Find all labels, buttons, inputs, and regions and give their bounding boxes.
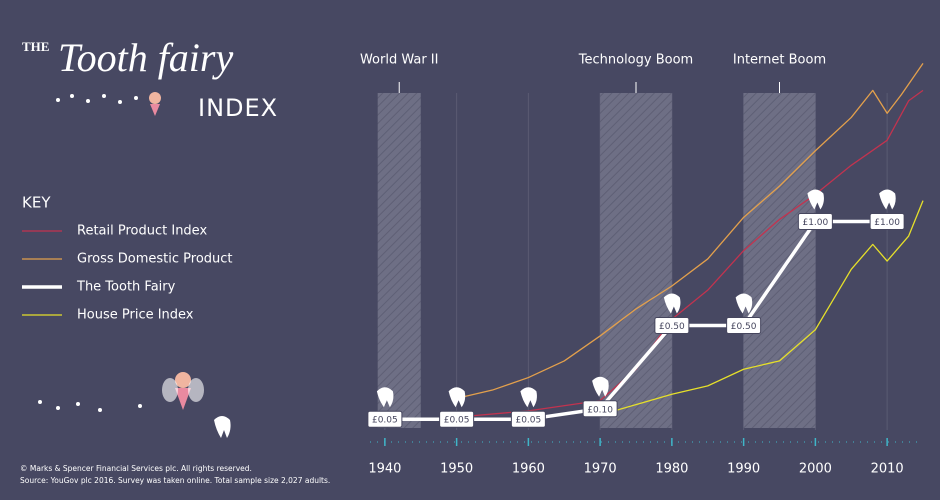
value-label-box xyxy=(439,410,475,428)
tooth-icon xyxy=(879,189,896,210)
x-tick-label: 1970 xyxy=(584,462,617,477)
tooth-icon xyxy=(592,376,609,397)
period-label: Internet Boom xyxy=(733,53,826,68)
decoration xyxy=(38,92,231,438)
series-line xyxy=(456,62,924,400)
x-tick-label: 2000 xyxy=(799,462,832,477)
value-label-box xyxy=(797,212,833,230)
x-tick-label: 1960 xyxy=(512,462,545,477)
value-label: £1.00 xyxy=(874,218,900,228)
tooth-icon xyxy=(735,293,753,314)
value-label: £0.10 xyxy=(587,405,613,415)
footnote: © Marks & Spencer Financial Services plc… xyxy=(20,464,252,473)
tooth-icon xyxy=(807,189,824,210)
footnote: Source: YouGov plc 2016. Survey was take… xyxy=(20,476,330,485)
legend-label: The Tooth Fairy xyxy=(76,280,176,295)
period-band xyxy=(743,93,816,428)
value-label-box xyxy=(869,212,905,230)
x-tick-label: 1990 xyxy=(727,462,760,477)
tooth-icon xyxy=(376,387,394,408)
legend-title: KEY xyxy=(22,194,51,212)
value-label-box xyxy=(726,317,762,335)
tooth-icon xyxy=(520,387,537,408)
period-label: Technology Boom xyxy=(578,53,693,68)
value-label: £0.05 xyxy=(444,416,470,426)
title-prefix: THE xyxy=(22,39,49,54)
series-line xyxy=(599,200,924,416)
period-band xyxy=(600,93,672,428)
period-label: World War II xyxy=(360,53,439,68)
tooth-icon xyxy=(448,387,466,408)
value-label: £0.05 xyxy=(515,416,541,426)
title-suffix: INDEX xyxy=(198,94,278,122)
value-label: £0.50 xyxy=(731,322,757,332)
x-tick-label: 1950 xyxy=(440,462,473,477)
value-label-box xyxy=(367,410,403,428)
chart-title: Tooth fairy xyxy=(58,35,233,80)
x-tick-label: 1980 xyxy=(655,462,688,477)
value-label-box xyxy=(510,410,546,428)
legend-label: House Price Index xyxy=(77,308,194,323)
value-label-box xyxy=(582,400,618,418)
period-band xyxy=(377,93,421,428)
legend-label: Retail Product Index xyxy=(77,224,207,239)
tooth-icon xyxy=(663,293,681,314)
value-label: £0.05 xyxy=(372,416,398,426)
value-label-box xyxy=(654,317,690,335)
x-tick-label: 1940 xyxy=(368,462,401,477)
value-label: £0.50 xyxy=(659,322,685,332)
x-tick-label: 2010 xyxy=(871,462,904,477)
value-label: £1.00 xyxy=(802,218,828,228)
legend-label: Gross Domestic Product xyxy=(77,252,233,267)
